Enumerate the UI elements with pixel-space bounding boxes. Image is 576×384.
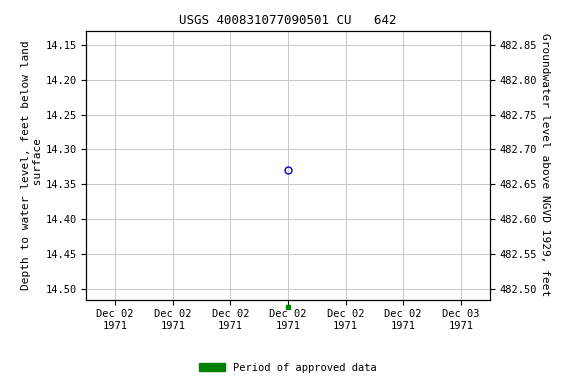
Title: USGS 400831077090501 CU   642: USGS 400831077090501 CU 642 xyxy=(179,14,397,27)
Legend: Period of approved data: Period of approved data xyxy=(195,359,381,377)
Y-axis label: Groundwater level above NGVD 1929, feet: Groundwater level above NGVD 1929, feet xyxy=(540,33,550,297)
Y-axis label: Depth to water level, feet below land
 surface: Depth to water level, feet below land su… xyxy=(21,40,43,290)
